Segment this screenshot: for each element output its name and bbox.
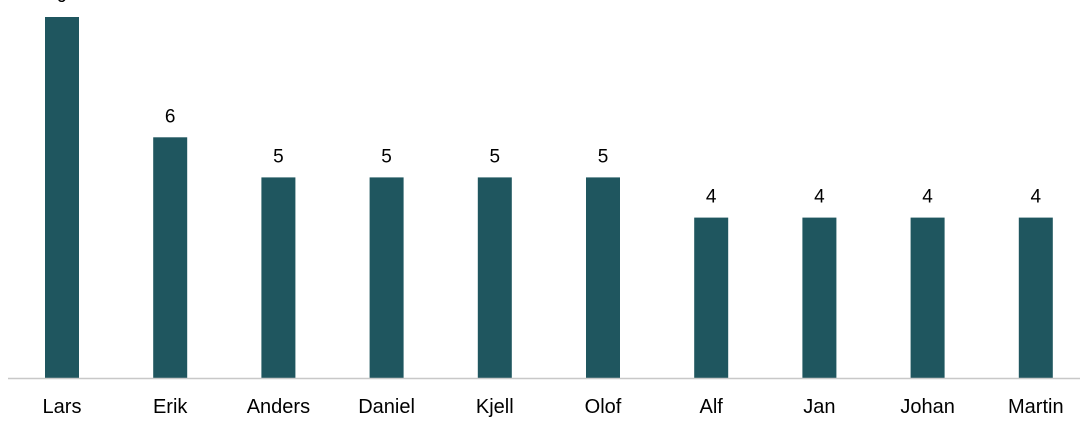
bar-alf bbox=[694, 217, 729, 378]
value-labels-layer: 9 6 5 5 5 5 4 4 4 4 bbox=[57, 0, 1042, 208]
value-label-jan: 4 bbox=[814, 187, 825, 208]
value-label-olof: 5 bbox=[598, 146, 609, 167]
category-label-erik: Erik bbox=[153, 396, 188, 418]
category-label-anders: Anders bbox=[247, 396, 310, 418]
bar-lars bbox=[45, 17, 79, 378]
bar-kjell bbox=[477, 177, 512, 378]
bar-johan bbox=[910, 217, 945, 378]
category-label-lars: Lars bbox=[43, 396, 82, 418]
bars-layer bbox=[45, 17, 1053, 378]
value-label-anders: 5 bbox=[273, 146, 284, 167]
category-labels-layer: Lars Erik Anders Daniel Kjell Olof Alf Jan Johan… bbox=[43, 396, 1064, 418]
value-label-johan: 4 bbox=[922, 187, 933, 208]
value-label-erik: 6 bbox=[165, 106, 176, 127]
value-label-alf: 4 bbox=[706, 187, 717, 208]
value-label-martin: 4 bbox=[1031, 187, 1042, 208]
category-label-johan: Johan bbox=[900, 396, 955, 418]
bar-olof bbox=[586, 177, 620, 378]
bar-martin bbox=[1018, 217, 1053, 378]
value-label-daniel: 5 bbox=[381, 146, 392, 167]
bar-daniel bbox=[369, 177, 404, 378]
category-label-daniel: Daniel bbox=[358, 396, 415, 418]
value-label-lars: 9 bbox=[57, 0, 68, 7]
bar-anders bbox=[261, 177, 296, 378]
category-label-kjell: Kjell bbox=[476, 396, 514, 418]
category-label-martin: Martin bbox=[1008, 396, 1064, 418]
bar-erik bbox=[153, 137, 188, 378]
category-label-alf: Alf bbox=[700, 396, 724, 418]
category-label-jan: Jan bbox=[803, 396, 835, 418]
bar-jan bbox=[802, 217, 837, 378]
category-label-olof: Olof bbox=[585, 396, 622, 418]
value-label-kjell: 5 bbox=[490, 146, 501, 167]
